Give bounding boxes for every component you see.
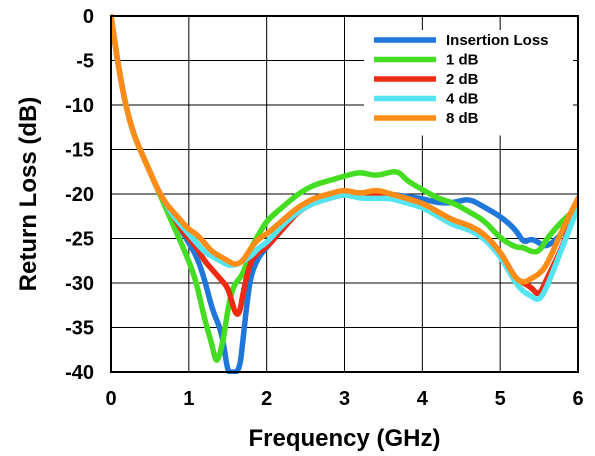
x-tick-label: 0 — [105, 388, 116, 410]
legend: Insertion Loss 1 dB 2 dB 4 dB 8 dB — [364, 30, 573, 136]
y-tick-label: -40 — [65, 362, 94, 384]
x-tick-label: 2 — [261, 388, 272, 410]
x-tick-label: 6 — [572, 388, 583, 410]
legend-label: 8 dB — [446, 110, 479, 127]
plot-frame — [110, 15, 579, 373]
y-tick-label: -5 — [76, 51, 94, 73]
y-tick-label: -25 — [65, 229, 94, 251]
legend-label: 2 dB — [446, 71, 479, 88]
y-tick-label: 0 — [83, 6, 94, 28]
x-tick-label: 3 — [339, 388, 350, 410]
series-line-5 — [111, 14, 578, 285]
x-tick-label: 1 — [183, 388, 194, 410]
tick-labels: 0 1 2 3 4 5 6 0 -5 -10 -15 -20 -25 -30 -35 -40 — [65, 6, 583, 410]
y-tick-label: -10 — [65, 95, 94, 117]
x-tick-label: 4 — [417, 388, 429, 410]
x-tick-label: 5 — [495, 388, 506, 410]
y-tick-label: -35 — [65, 318, 94, 340]
legend-label: 4 dB — [446, 91, 479, 108]
y-tick-label: -30 — [65, 273, 94, 295]
x-axis-label: Frequency (GHz) — [248, 425, 440, 452]
y-tick-label: -20 — [65, 184, 94, 206]
legend-label: Insertion Loss — [446, 32, 549, 49]
series-layer — [111, 14, 578, 374]
legend-label: 1 dB — [446, 52, 479, 69]
y-tick-label: -15 — [65, 140, 94, 162]
y-axis-label: Return Loss (dB) — [15, 97, 42, 292]
